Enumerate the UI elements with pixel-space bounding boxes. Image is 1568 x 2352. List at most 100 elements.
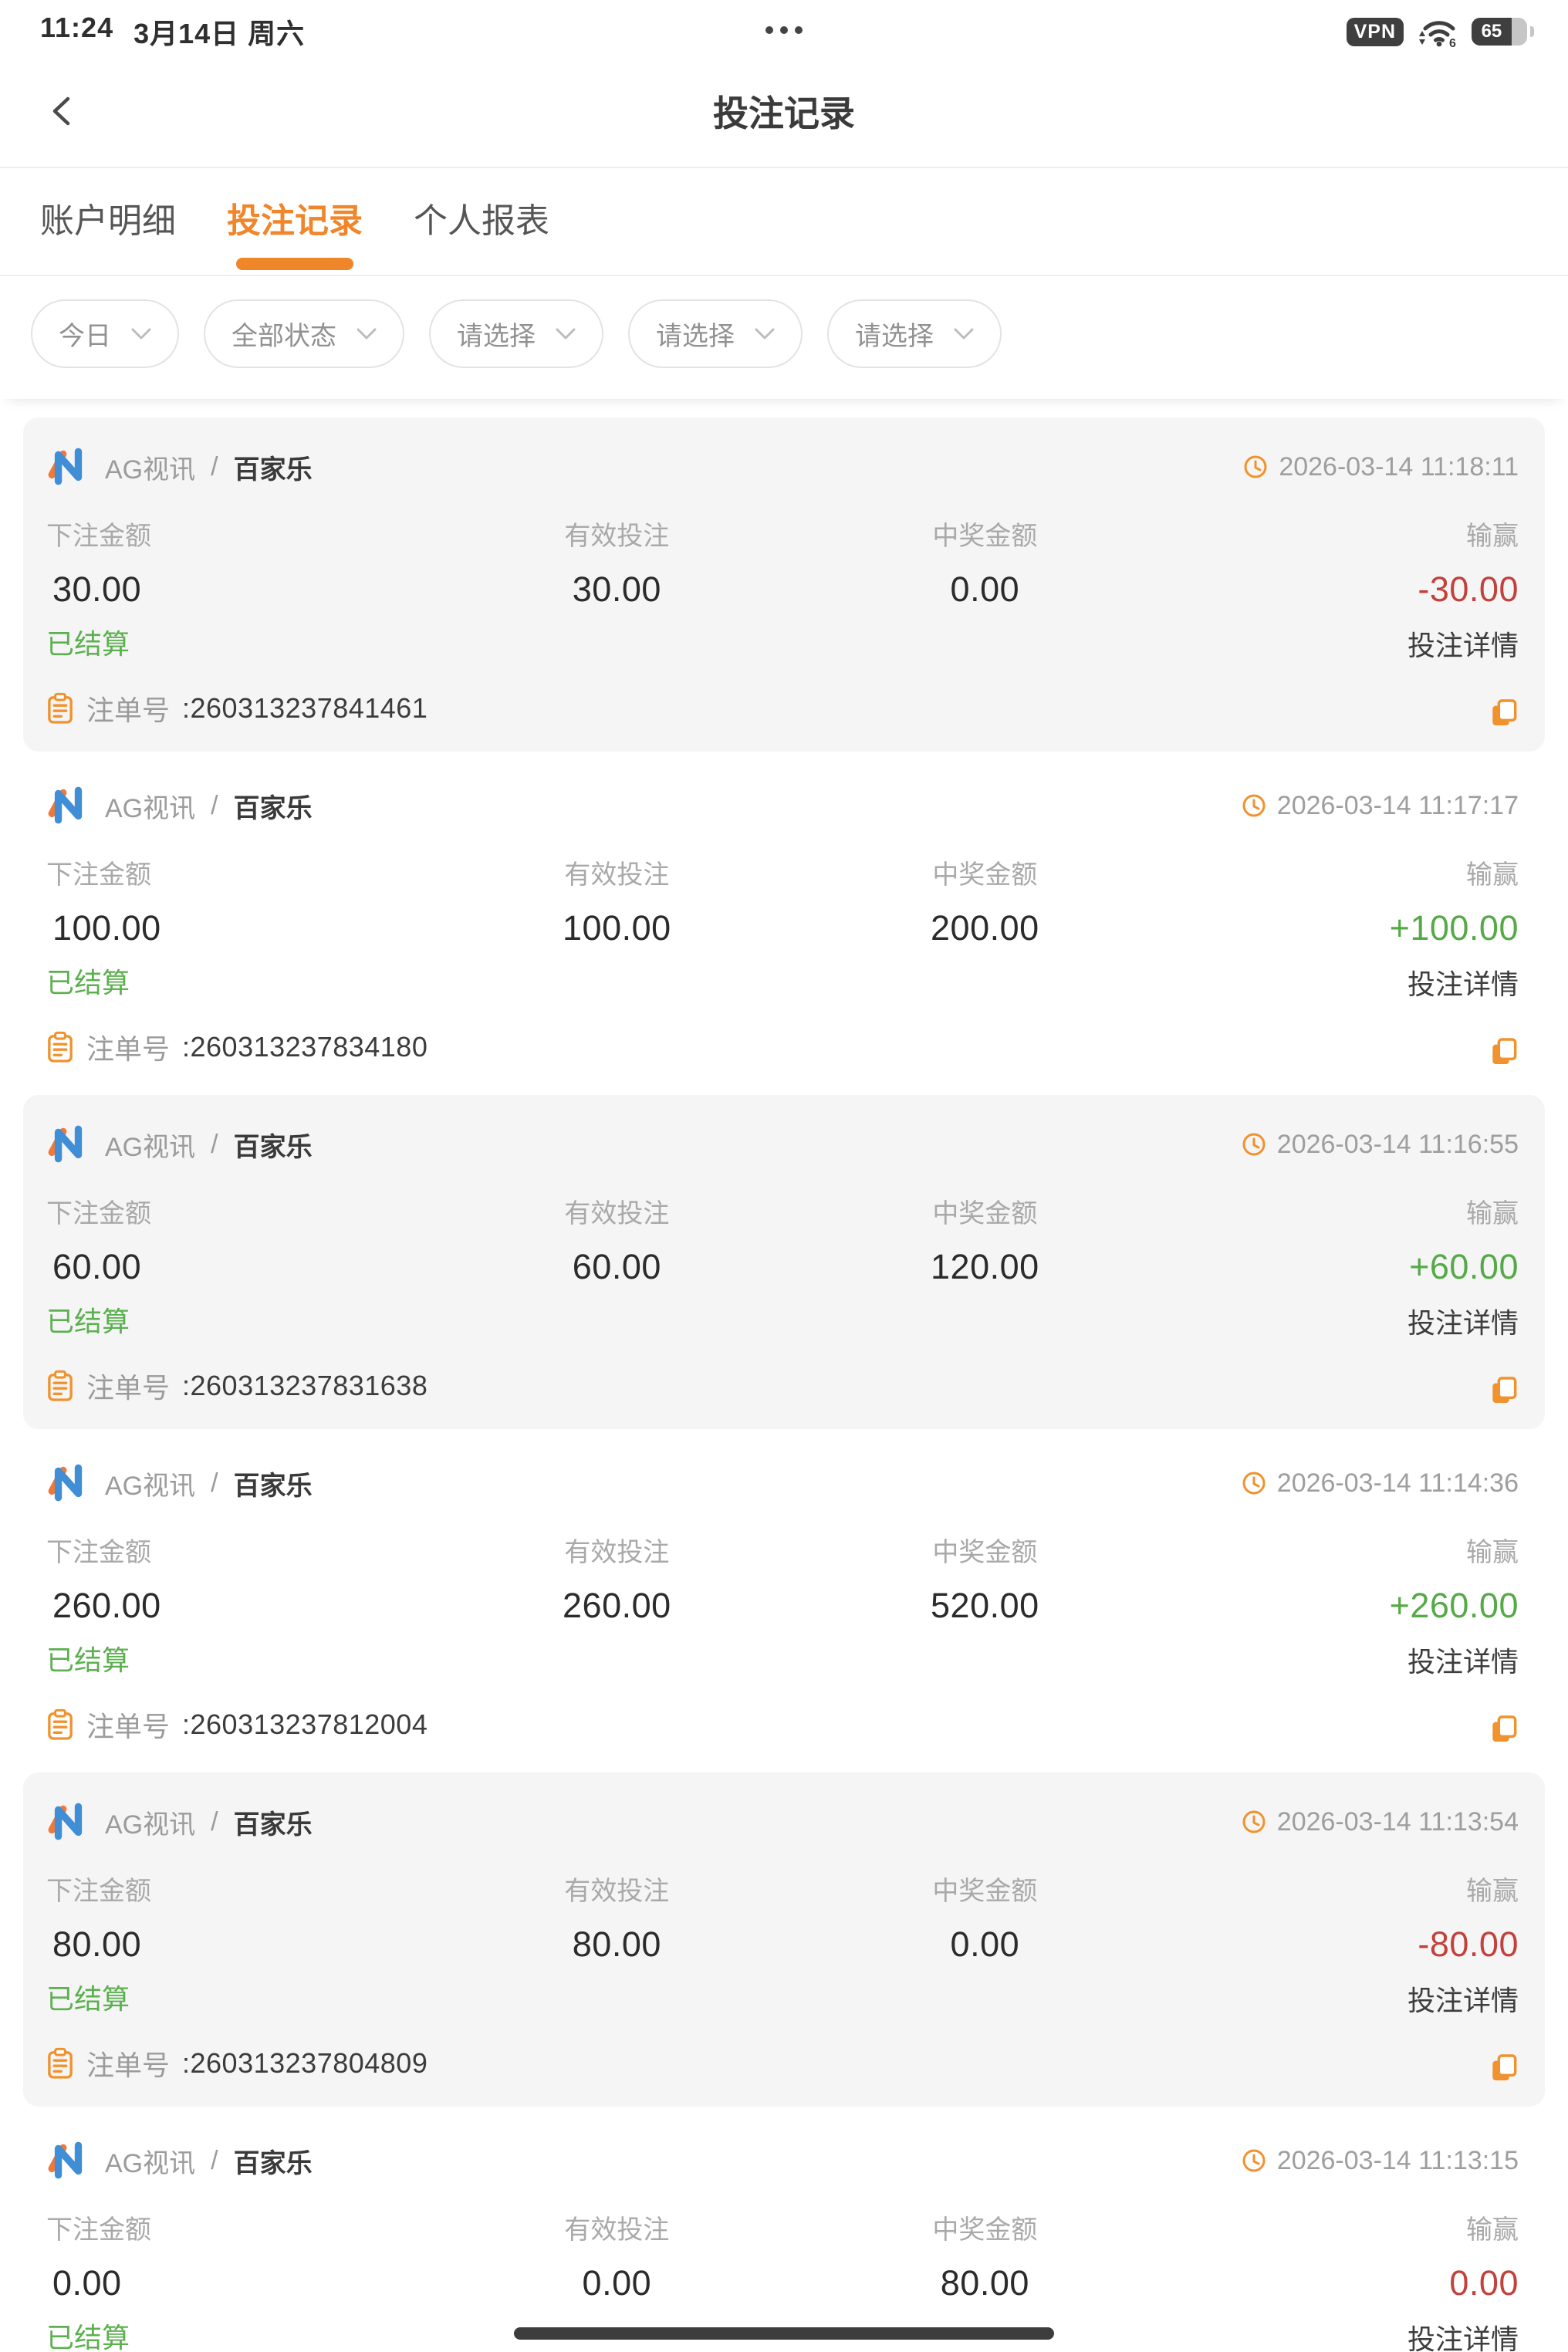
filter-select-1[interactable]: 请选择 bbox=[429, 299, 603, 368]
game-name: 百家乐 bbox=[233, 2148, 313, 2178]
bet-timestamp: 2026-03-14 11:16:55 bbox=[1276, 1129, 1519, 1159]
game-separator: / bbox=[211, 1468, 218, 1498]
bet-record-card: AG视讯 / 百家乐 2026-03-14 11:17:17 下注金额 100.… bbox=[23, 756, 1545, 1090]
valid-bet-label: 有效投注 bbox=[564, 522, 670, 551]
game-info: AG视讯 / 百家乐 bbox=[46, 1800, 313, 1843]
order-number-value: :260313237834180 bbox=[182, 1031, 428, 1063]
valid-bet-label: 有效投注 bbox=[564, 860, 670, 890]
copy-icon[interactable] bbox=[1489, 698, 1519, 728]
win-loss-label: 输赢 bbox=[1465, 1538, 1519, 1567]
filter-date[interactable]: 今日 bbox=[31, 299, 179, 368]
win-amount-value: 0.00 bbox=[950, 1925, 1020, 1964]
tab-account-details[interactable]: 账户明细 bbox=[40, 202, 176, 240]
bet-amount-value: 60.00 bbox=[52, 1247, 142, 1286]
chevron-down-icon bbox=[954, 328, 974, 339]
valid-bet-value: 260.00 bbox=[563, 1586, 671, 1625]
win-loss-value: +100.00 bbox=[1389, 908, 1519, 948]
bet-amount-label: 下注金额 bbox=[46, 1538, 151, 1567]
game-provider: AG视讯 bbox=[105, 1471, 196, 1501]
chevron-down-icon bbox=[131, 328, 151, 339]
win-amount-label: 中奖金额 bbox=[932, 522, 1038, 551]
bet-amount-value: 80.00 bbox=[52, 1925, 142, 1964]
settled-status-badge: 已结算 bbox=[46, 1306, 130, 1337]
bet-time: 2026-03-14 11:18:11 bbox=[1243, 452, 1519, 482]
game-name: 百家乐 bbox=[233, 1471, 313, 1501]
win-amount-value: 120.00 bbox=[931, 1247, 1039, 1286]
bet-amount-label: 下注金额 bbox=[46, 1877, 151, 1906]
game-name: 百家乐 bbox=[233, 793, 313, 823]
valid-bet-value: 0.00 bbox=[582, 2263, 652, 2303]
filter-status[interactable]: 全部状态 bbox=[204, 299, 404, 368]
order-clipboard-icon bbox=[48, 1370, 73, 1401]
bet-detail-link[interactable]: 投注详情 bbox=[1407, 968, 1519, 1000]
copy-icon[interactable] bbox=[1489, 1714, 1519, 1745]
more-menu-dots-icon[interactable] bbox=[765, 26, 803, 34]
copy-icon[interactable] bbox=[1489, 1375, 1519, 1406]
win-loss-value: +60.00 bbox=[1409, 1247, 1519, 1286]
win-amount-value: 80.00 bbox=[940, 2263, 1029, 2303]
chevron-down-icon bbox=[556, 328, 576, 339]
filter-select-2[interactable]: 请选择 bbox=[628, 299, 803, 368]
back-icon[interactable] bbox=[45, 93, 80, 129]
order-clipboard-icon bbox=[48, 2047, 73, 2079]
wifi-icon: 6 bbox=[1419, 21, 1456, 47]
filter-select-3-label: 请选择 bbox=[855, 322, 934, 351]
ag-provider-logo-icon bbox=[48, 1464, 83, 1502]
settled-status-badge: 已结算 bbox=[46, 1644, 130, 1676]
bet-time: 2026-03-14 11:16:55 bbox=[1242, 1130, 1519, 1160]
game-info: AG视讯 / 百家乐 bbox=[46, 1123, 313, 1166]
clock-icon bbox=[1242, 794, 1266, 817]
order-number-value: :260313237841461 bbox=[182, 692, 428, 724]
order-number-label: 注单号 bbox=[86, 1372, 171, 1404]
bet-timestamp: 2026-03-14 11:13:15 bbox=[1276, 2145, 1519, 2175]
game-separator: / bbox=[211, 1129, 218, 1159]
bet-amount-label: 下注金额 bbox=[46, 1199, 151, 1228]
order-number-row: 注单号 :260313237831638 bbox=[46, 1366, 427, 1406]
order-clipboard-icon bbox=[48, 1031, 73, 1063]
game-name: 百家乐 bbox=[233, 455, 313, 485]
order-clipboard-icon bbox=[48, 1708, 73, 1740]
valid-bet-label: 有效投注 bbox=[564, 1199, 670, 1228]
bet-detail-link[interactable]: 投注详情 bbox=[1407, 1307, 1519, 1339]
vpn-badge: VPN bbox=[1346, 17, 1404, 46]
win-loss-label: 输赢 bbox=[1465, 1877, 1519, 1906]
settled-status-badge: 已结算 bbox=[46, 1983, 130, 2015]
ag-provider-logo-icon bbox=[48, 448, 83, 485]
bet-detail-link[interactable]: 投注详情 bbox=[1407, 1646, 1519, 1678]
win-loss-value: -30.00 bbox=[1418, 569, 1519, 609]
page-title: 投注记录 bbox=[713, 93, 855, 133]
win-amount-value: 0.00 bbox=[950, 569, 1020, 609]
bet-amount-value: 100.00 bbox=[52, 908, 161, 948]
game-provider: AG视讯 bbox=[105, 1132, 196, 1162]
ag-provider-logo-icon bbox=[48, 786, 83, 824]
copy-icon[interactable] bbox=[1489, 2053, 1519, 2083]
game-provider: AG视讯 bbox=[105, 1810, 196, 1840]
bet-detail-link[interactable]: 投注详情 bbox=[1407, 630, 1519, 661]
bet-amount-label: 下注金额 bbox=[46, 860, 151, 890]
game-info: AG视讯 / 百家乐 bbox=[46, 445, 313, 488]
game-provider: AG视讯 bbox=[105, 455, 196, 485]
tab-bet-records[interactable]: 投注记录 bbox=[227, 193, 363, 275]
bet-detail-link[interactable]: 投注详情 bbox=[1407, 1985, 1519, 2016]
bet-record-card: AG视讯 / 百家乐 2026-03-14 11:18:11 下注金额 30.0… bbox=[23, 417, 1545, 752]
bet-record-card: AG视讯 / 百家乐 2026-03-14 11:14:36 下注金额 260.… bbox=[23, 1434, 1545, 1768]
copy-icon[interactable] bbox=[1489, 1036, 1519, 1067]
nav-header: 投注记录 bbox=[0, 56, 1568, 168]
win-amount-label: 中奖金额 bbox=[932, 860, 1038, 890]
ag-provider-logo-icon bbox=[48, 1803, 83, 1840]
bet-detail-link[interactable]: 投注详情 bbox=[1407, 2323, 1519, 2352]
valid-bet-value: 30.00 bbox=[572, 569, 661, 609]
bet-time: 2026-03-14 11:17:17 bbox=[1242, 791, 1519, 821]
win-loss-value: -80.00 bbox=[1418, 1925, 1519, 1964]
tab-personal-report[interactable]: 个人报表 bbox=[414, 202, 549, 240]
filter-select-3[interactable]: 请选择 bbox=[827, 299, 1002, 368]
game-info: AG视讯 / 百家乐 bbox=[46, 2139, 313, 2182]
order-number-row: 注单号 :260313237841461 bbox=[46, 688, 427, 728]
game-provider: AG视讯 bbox=[105, 793, 196, 823]
win-amount-value: 200.00 bbox=[931, 908, 1039, 948]
home-indicator[interactable] bbox=[514, 2327, 1054, 2340]
win-loss-label: 输赢 bbox=[1465, 860, 1519, 890]
valid-bet-label: 有效投注 bbox=[564, 2215, 670, 2245]
bet-amount-label: 下注金额 bbox=[46, 2215, 151, 2245]
bet-time: 2026-03-14 11:14:36 bbox=[1242, 1468, 1519, 1499]
